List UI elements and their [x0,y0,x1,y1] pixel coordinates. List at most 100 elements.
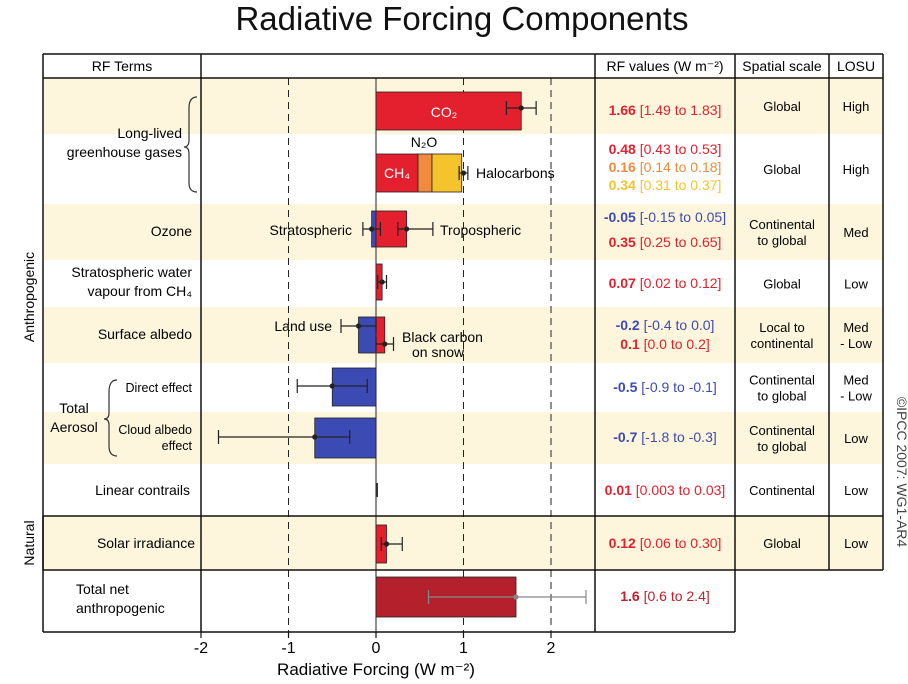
rf-values-header: RF values (W m⁻²) [606,58,723,74]
rf-value-black-carbon-value: 0.1 [620,336,643,352]
aerosol-group-label-2: Aerosol [50,419,97,435]
term-label: Solar irradiance [97,535,195,551]
aerosol-group-label-1: Total [59,400,89,416]
error-bar-center [329,383,335,389]
bar-aerosol-direct [331,367,377,407]
rf-value-aerosol-direct-value: -0.5 [613,379,641,395]
rf-value-ch4-range: [0.43 to 0.53] [640,141,722,157]
losu-cell: Low [844,431,868,446]
long-lived-label-2: greenhouse gases [67,144,182,160]
anthropogenic-group-label: Anthropogenic [21,252,37,342]
rf-value-strat-water-range: [0.02 to 0.12] [640,275,722,291]
losu-cell: Low [844,483,868,498]
losu-cell: - Low [840,389,872,404]
bar-label-black-carbon: Black carbon [402,329,483,345]
x-tick-label: 0 [372,640,381,657]
error-bar-center [460,170,467,176]
bar-label-n2o: N₂O [411,134,438,150]
x-tick-label: 2 [547,640,556,657]
rf-value-ch4: 0.48 [0.43 to 0.53] [609,141,722,157]
bar-halocarbons [431,153,463,193]
natural-group-label: Natural [21,520,37,565]
bar-label-co2: CO₂ [431,104,457,120]
term-label: vapour from CH₄ [87,283,192,299]
x-axis-title: Radiative Forcing (W m⁻²) [277,660,475,679]
spatial-scale-cell: Global [763,99,801,114]
copyright-note: ©IPCC 2007: WG1-AR4 [894,397,908,548]
long-lived-brace [183,96,198,193]
bar-black-carbon [375,316,386,354]
rf-value-n2o-range: [0.14 to 0.18] [640,159,722,175]
term-label: Linear contrails [95,482,190,498]
bar-cloud-albedo [314,417,377,459]
x-tick-label: -1 [281,640,295,657]
bar-label-ch4: CH₄ [384,165,410,181]
rf-value-land-use: -0.2 [-0.4 to 0.0] [616,317,715,333]
spatial-scale-cell: Continental [749,423,815,438]
rf-value-strat-ozone: -0.05 [-0.15 to 0.05] [604,209,726,225]
rf-value-halocarbons-value: 0.34 [609,177,640,193]
spatial-scale-cell: Global [763,162,801,177]
losu-cell: Med [843,320,868,335]
rf-value-cloud-albedo-value: -0.7 [613,429,641,445]
rf-value-strat-water: 0.07 [0.02 to 0.12] [609,275,722,291]
rf-value-solar-range: [0.06 to 0.30] [640,535,722,551]
term-label: Direct effect [126,381,193,395]
error-bar-center [312,434,318,440]
rf-value-solar-value: 0.12 [609,535,640,551]
rf-value-cloud-albedo: -0.7 [-1.8 to -0.3] [613,429,717,445]
losu-cell: Med [843,373,868,388]
bar-contrails [376,483,378,497]
bar-label-land-use: Land use [274,318,332,334]
spatial-scale-cell: to global [757,439,806,454]
losu-header: LOSU [837,58,875,74]
rf-value-total-range: [0.6 to 2.4] [644,588,710,604]
rf-value-land-use-value: -0.2 [616,317,644,333]
bar-co2 [375,91,522,131]
losu-cell: High [843,99,870,114]
x-tick-label: -2 [194,640,208,657]
rf-value-n2o: 0.16 [0.14 to 0.18] [609,159,722,175]
long-lived-label-1: Long-lived [117,125,182,141]
spatial-scale-cell: Local to [759,320,805,335]
spatial-scale-cell: Global [763,277,801,292]
rf-value-aerosol-direct-range: [-0.9 to -0.1] [641,379,716,395]
rf-value-trop-ozone: 0.35 [0.25 to 0.65] [609,234,722,250]
rf-value-trop-ozone-range: [0.25 to 0.65] [640,234,722,250]
rf-value-cloud-albedo-range: [-1.8 to -0.3] [641,429,716,445]
rf-value-halocarbons-range: [0.31 to 0.37] [640,177,722,193]
losu-cell: High [843,162,870,177]
bar-label-tropospheric: Tropospheric [440,222,521,238]
error-bar-center [369,226,375,232]
rf-value-co2-value: 1.66 [609,102,640,118]
rf-value-contrails-value: 0.01 [605,482,636,498]
spatial-scale-cell: Continental [749,483,815,498]
error-bar-center [383,541,390,547]
rf-value-n2o-value: 0.16 [609,159,640,175]
rf-value-strat-ozone-value: -0.05 [604,209,640,225]
losu-cell: Med [843,225,868,240]
error-bar-center [382,341,388,347]
error-bar-center [379,279,385,285]
table-frame [42,53,884,633]
rf-value-land-use-range: [-0.4 to 0.0] [644,317,715,333]
error-bar-center [513,594,519,600]
rf-value-aerosol-direct: -0.5 [-0.9 to -0.1] [613,379,717,395]
rf-value-contrails-range: [0.003 to 0.03] [636,482,726,498]
spatial-scale-cell: to global [757,233,806,248]
term-label: Ozone [151,223,192,239]
rf-terms-header: RF Terms [92,58,152,74]
term-label: effect [162,439,193,453]
losu-cell: Low [844,277,868,292]
bar-label-black-carbon-2: on snow [412,344,465,360]
chart-labels: Radiative Forcing Components RF Terms RF v… [21,0,908,679]
rf-value-total-value: 1.6 [620,588,643,604]
losu-cell: Low [844,536,868,551]
bar-land-use [358,316,377,354]
rf-value-total: 1.6 [0.6 to 2.4] [620,588,710,604]
spatial-scale-cell: to global [757,389,806,404]
rf-value-ch4-value: 0.48 [609,141,640,157]
rf-value-trop-ozone-value: 0.35 [609,234,640,250]
rf-value-black-carbon: 0.1 [0.0 to 0.2] [620,336,710,352]
